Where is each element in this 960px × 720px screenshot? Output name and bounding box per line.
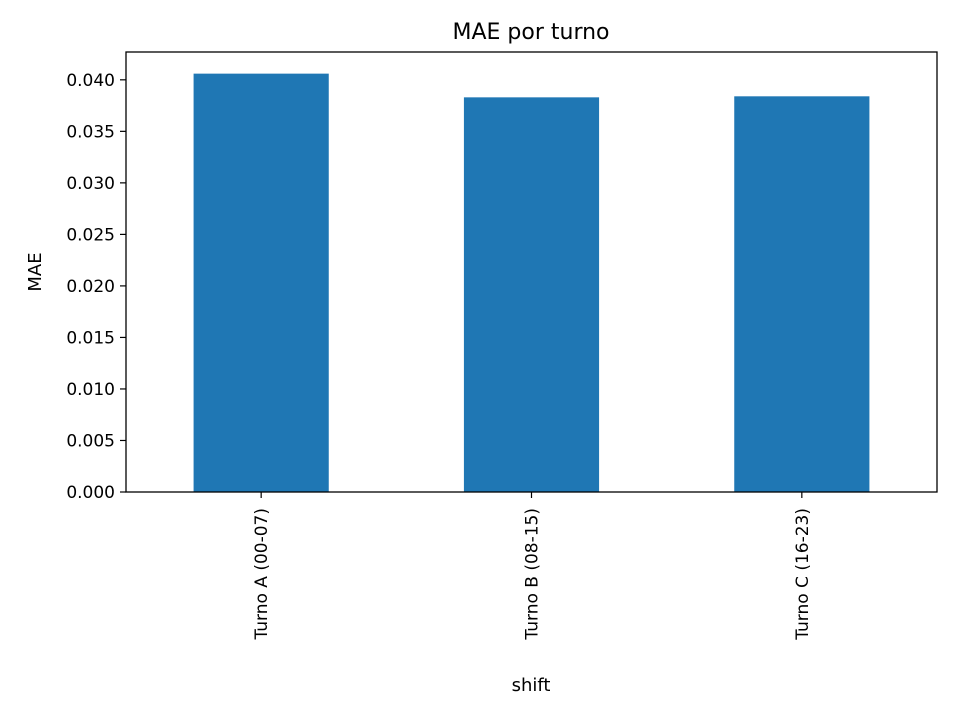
y-tick-label: 0.040	[66, 71, 115, 91]
x-tick-label: Turno B (08-15)	[523, 508, 543, 641]
y-tick-label: 0.000	[66, 483, 115, 503]
y-axis-label: MAE	[25, 252, 46, 291]
x-axis: Turno A (00-07) Turno B (08-15) Turno C (1…	[252, 492, 813, 641]
bar	[463, 97, 600, 493]
y-tick-label: 0.020	[66, 277, 115, 297]
y-tick-label: 0.030	[66, 174, 115, 194]
x-tick-label: Turno A (00-07)	[252, 508, 272, 641]
y-tick-label: 0.035	[66, 122, 115, 142]
plot-frame	[125, 51, 938, 493]
x-tick-label: Turno C (16-23)	[793, 508, 813, 641]
bar	[193, 73, 329, 492]
y-tick-label: 0.025	[66, 225, 115, 245]
chart-title: MAE por turno	[452, 20, 609, 45]
bar	[734, 96, 870, 492]
bars-group	[193, 73, 870, 493]
y-tick-label: 0.005	[66, 431, 115, 451]
y-axis: 0.000 0.005 0.010 0.015 0.020 0.025 0.030 0.035…	[66, 71, 126, 503]
y-tick-label: 0.015	[66, 328, 115, 348]
x-axis-label: shift	[512, 675, 551, 696]
y-tick-label: 0.010	[66, 380, 115, 400]
